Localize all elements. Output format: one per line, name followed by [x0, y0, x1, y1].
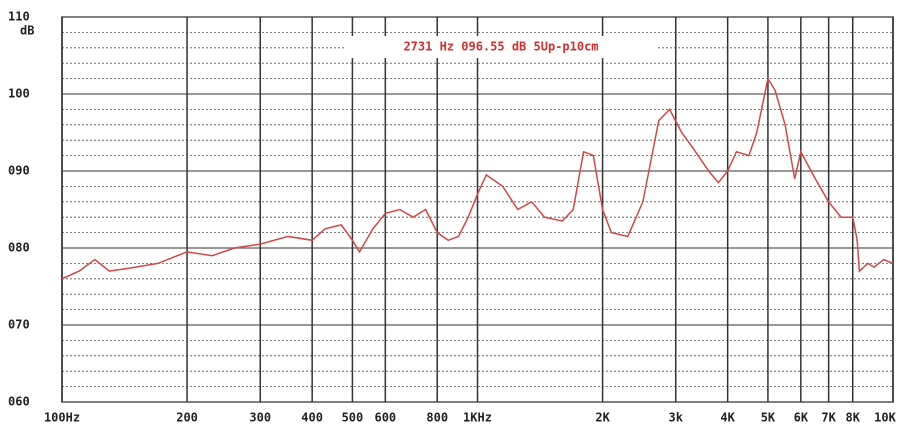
response-line — [61, 76, 894, 280]
y-tick-label: 090 — [8, 164, 30, 178]
x-tick-label: 100Hz — [44, 411, 80, 425]
y-tick-label: 070 — [8, 318, 30, 332]
x-tick-label: 7K — [821, 411, 836, 425]
x-tick-label: 300 — [249, 411, 271, 425]
x-tick-label: 4K — [720, 411, 735, 425]
y-tick-label: 080 — [8, 241, 30, 255]
x-tick-label: 600 — [374, 411, 396, 425]
y-tick-label: 060 — [8, 395, 30, 409]
annotation: 2731 Hz 096.55 dB 5Up-p10cm — [403, 40, 598, 54]
x-tick-label: 200 — [176, 411, 198, 425]
x-tick-label: 5K — [761, 411, 776, 425]
x-tick-label: 800 — [426, 411, 448, 425]
y-tick-label: 100 — [8, 87, 30, 101]
y-tick-label: 110 — [8, 10, 30, 24]
x-tick-label: 8K — [846, 411, 861, 425]
x-tick-label: 400 — [301, 411, 323, 425]
x-tick-label: 6K — [794, 411, 809, 425]
annotation-box — [345, 36, 657, 58]
x-tick-label: 3k — [669, 411, 684, 425]
x-tick-label: 500 — [342, 411, 364, 425]
x-tick-label: 2K — [595, 411, 610, 425]
x-tick-label: 10K — [874, 411, 896, 425]
y-axis-label: dB — [20, 24, 34, 38]
x-tick-label: 1KHz — [463, 411, 492, 425]
